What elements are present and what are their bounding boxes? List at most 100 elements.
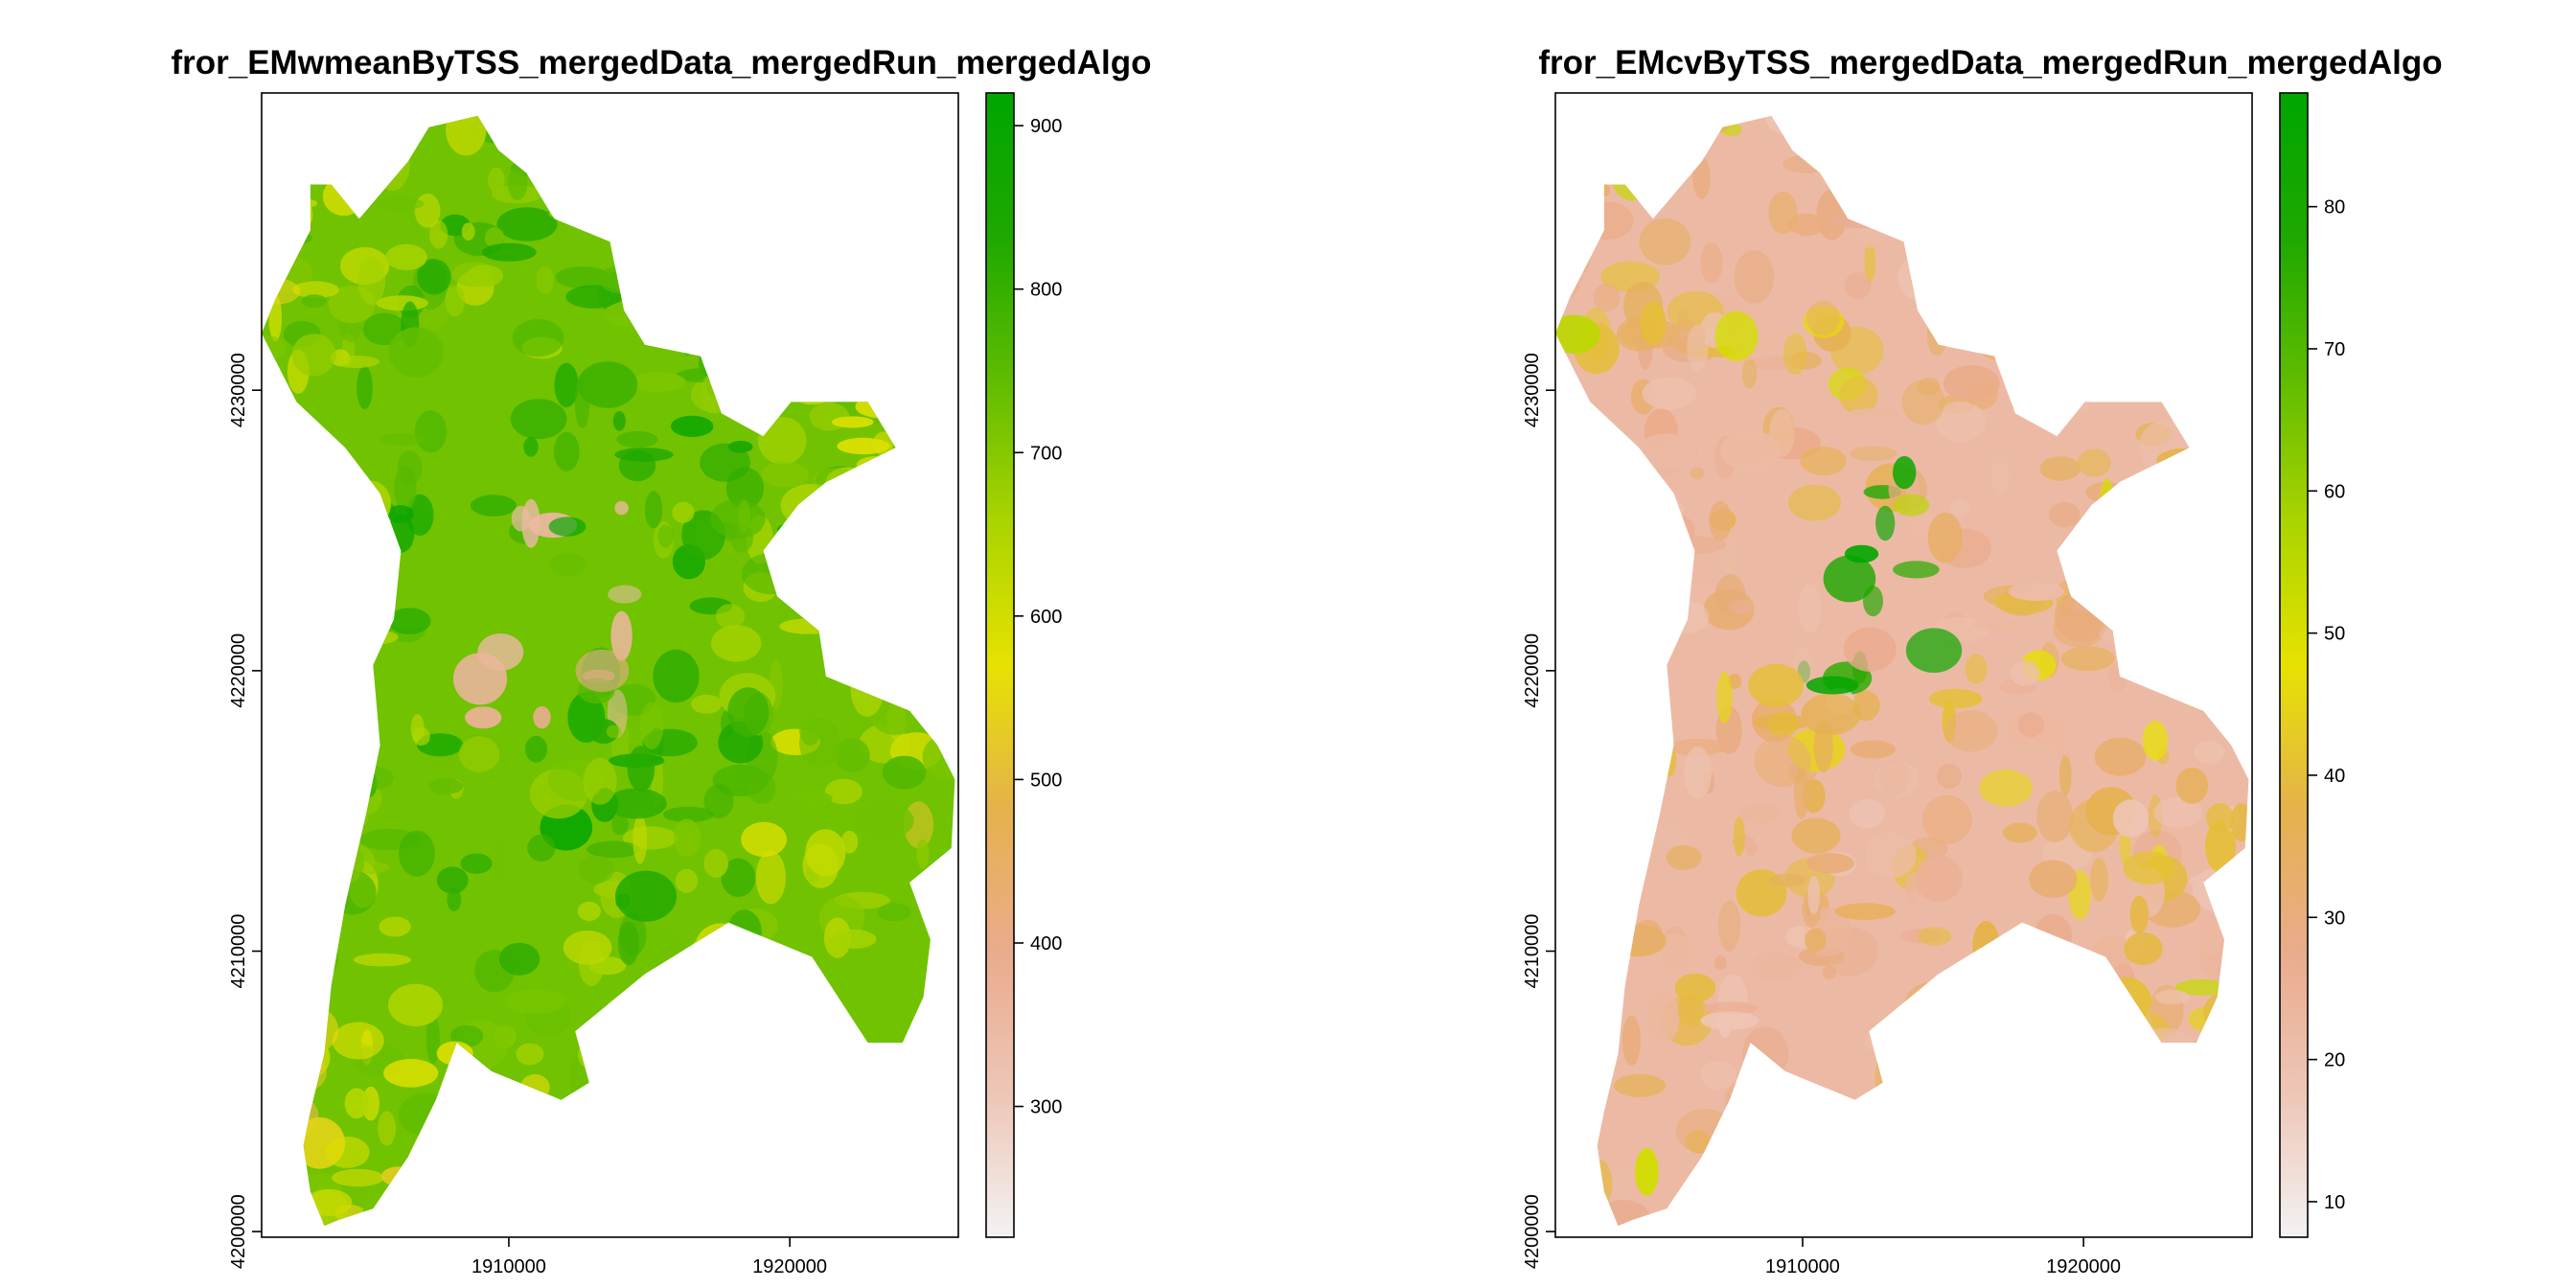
- raster-cell: [727, 687, 770, 737]
- raster-cell: [262, 572, 318, 595]
- raster-cell: [761, 461, 810, 488]
- raster-cell: [539, 1184, 560, 1226]
- raster-cell: [1607, 1166, 1635, 1200]
- raster-cell: [357, 256, 386, 306]
- raster-cell: [277, 468, 292, 494]
- raster-cell: [694, 1103, 744, 1154]
- raster-cell: [1850, 740, 1897, 759]
- raster-cell: [1598, 1200, 1649, 1227]
- raster-cell: [2174, 978, 2228, 996]
- raster-cell: [662, 806, 714, 823]
- raster-cell: [1733, 816, 1745, 857]
- raster-cell: [1928, 688, 1983, 709]
- raster-cell: [2176, 1207, 2202, 1227]
- raster-cell: [1611, 586, 1646, 626]
- raster-cell: [2065, 200, 2109, 246]
- raster-cell: [691, 694, 723, 714]
- raster-cell: [322, 176, 365, 217]
- raster-cell: [287, 197, 313, 232]
- raster-cell: [272, 397, 294, 450]
- raster-cell: [612, 411, 626, 431]
- raster-cell: [621, 239, 652, 289]
- raster-cell: [1865, 832, 1917, 879]
- raster-cell: [2099, 977, 2152, 1026]
- raster-cell: [624, 195, 655, 241]
- raster-cell: [1700, 1011, 1760, 1030]
- raster-cell: [1944, 710, 1998, 752]
- raster-cell: [1748, 663, 1805, 707]
- raster-cell: [696, 1113, 717, 1153]
- raster-cell: [1739, 803, 1782, 825]
- raster-cell: [2064, 1199, 2085, 1224]
- raster-cell: [1569, 1042, 1615, 1083]
- raster-cell: [792, 791, 833, 806]
- raster-cell: [275, 983, 302, 1024]
- raster-cell: [455, 1070, 472, 1086]
- raster-cell: [2006, 739, 2058, 776]
- raster-cell: [2106, 218, 2153, 250]
- raster-cell: [1596, 599, 1644, 653]
- raster-cell: [721, 858, 756, 897]
- raster-cell: [578, 855, 615, 884]
- raster-cell: [1988, 1075, 2041, 1103]
- raster-cell: [639, 702, 664, 749]
- raster-cell: [315, 477, 357, 494]
- raster-cell: [931, 715, 955, 742]
- raster-cell: [696, 218, 735, 240]
- raster-cell: [339, 618, 356, 672]
- raster-cell: [262, 1065, 293, 1114]
- raster-cell: [1764, 115, 1807, 135]
- raster-cell: [2008, 582, 2064, 602]
- raster-cell: [2189, 873, 2225, 889]
- raster-cell: [678, 1128, 709, 1172]
- raster-cell: [932, 221, 955, 235]
- raster-cell: [2224, 460, 2249, 486]
- raster-cell: [2188, 610, 2230, 635]
- raster-cell: [1639, 151, 1662, 166]
- raster-cell: [583, 757, 617, 805]
- raster-cell: [736, 345, 752, 363]
- raster-cell: [2017, 151, 2057, 170]
- raster-cell: [2099, 478, 2114, 532]
- raster-cell: [1642, 377, 1696, 410]
- raster-cell: [832, 115, 883, 120]
- raster-cell: [1640, 115, 1656, 145]
- raster-cell: [269, 1189, 316, 1227]
- raster-cell: [675, 868, 699, 893]
- raster-cell: [2012, 143, 2035, 162]
- raster-cell: [1744, 840, 1758, 857]
- raster-cell: [265, 196, 318, 210]
- raster-cell: [524, 735, 548, 763]
- raster-cell: [854, 802, 914, 840]
- raster-cell: [838, 180, 856, 222]
- raster-cell: [845, 1198, 900, 1227]
- raster-cell: [1763, 1091, 1822, 1134]
- raster-cell: [380, 433, 429, 446]
- raster-cell: [1614, 1073, 1666, 1097]
- raster-cell: [615, 870, 677, 922]
- raster-cell: [2165, 247, 2178, 300]
- raster-cell: [930, 910, 952, 939]
- raster-cell: [2180, 610, 2208, 656]
- raster-cell: [388, 983, 443, 1027]
- raster-cell: [1700, 1060, 1736, 1090]
- raster-cell: [2081, 1106, 2129, 1161]
- raster-cell: [2138, 522, 2154, 558]
- raster-cell: [1692, 157, 1711, 199]
- raster-cell: [461, 222, 475, 241]
- colorbar-tick-label: 60: [2324, 481, 2345, 502]
- raster-cell: [748, 169, 793, 210]
- raster-cell: [263, 432, 296, 468]
- colorbar-tick-label: 600: [1030, 607, 1062, 628]
- raster-cell: [1937, 763, 1962, 790]
- raster-cell: [810, 1027, 838, 1041]
- raster-cell: [916, 839, 930, 868]
- raster-cell: [1687, 324, 1709, 372]
- raster-cell: [693, 1138, 751, 1152]
- raster-cell: [2226, 603, 2248, 636]
- raster-cell: [608, 585, 642, 604]
- raster-cell: [2110, 329, 2162, 356]
- raster-cell: [667, 1123, 693, 1141]
- raster-cell: [2088, 193, 2137, 212]
- colorbar-tick-label: 50: [2324, 624, 2345, 645]
